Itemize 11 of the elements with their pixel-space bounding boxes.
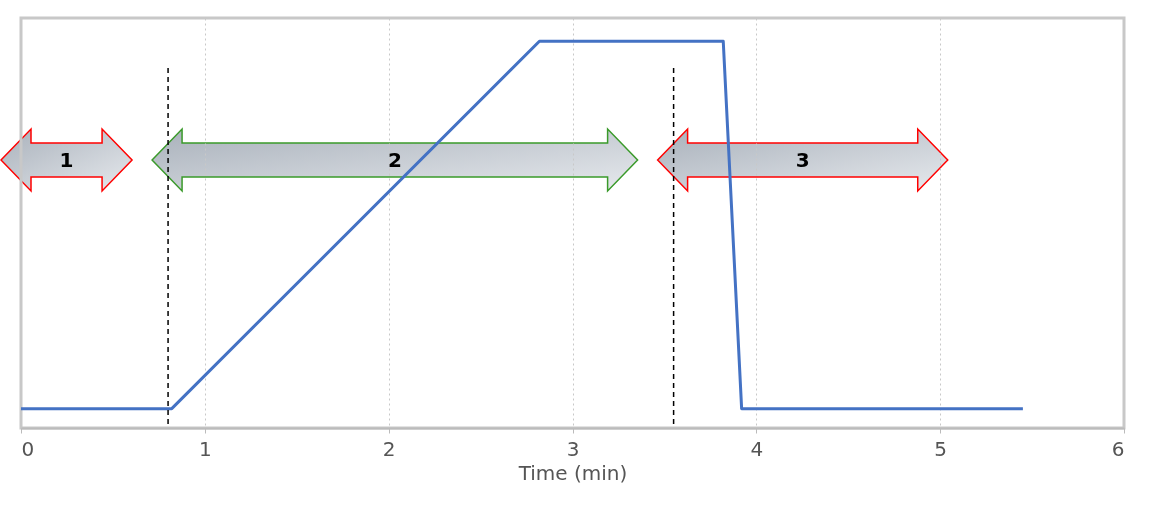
x-tick-label: 4 [750, 436, 764, 461]
x-tick-label: 2 [382, 436, 396, 461]
x-axis-title: Time (min) [517, 460, 628, 485]
annotation: 2 [387, 148, 402, 172]
x-tick-label: 0 [21, 436, 35, 461]
x-tick-label: 1 [198, 436, 212, 461]
x-tick-label: 3 [566, 436, 580, 461]
annotation: 3 [795, 148, 810, 172]
annotation: 1 [59, 148, 74, 172]
x-tick-label: 5 [934, 436, 948, 461]
x-tick-label: 6 [1111, 436, 1125, 461]
